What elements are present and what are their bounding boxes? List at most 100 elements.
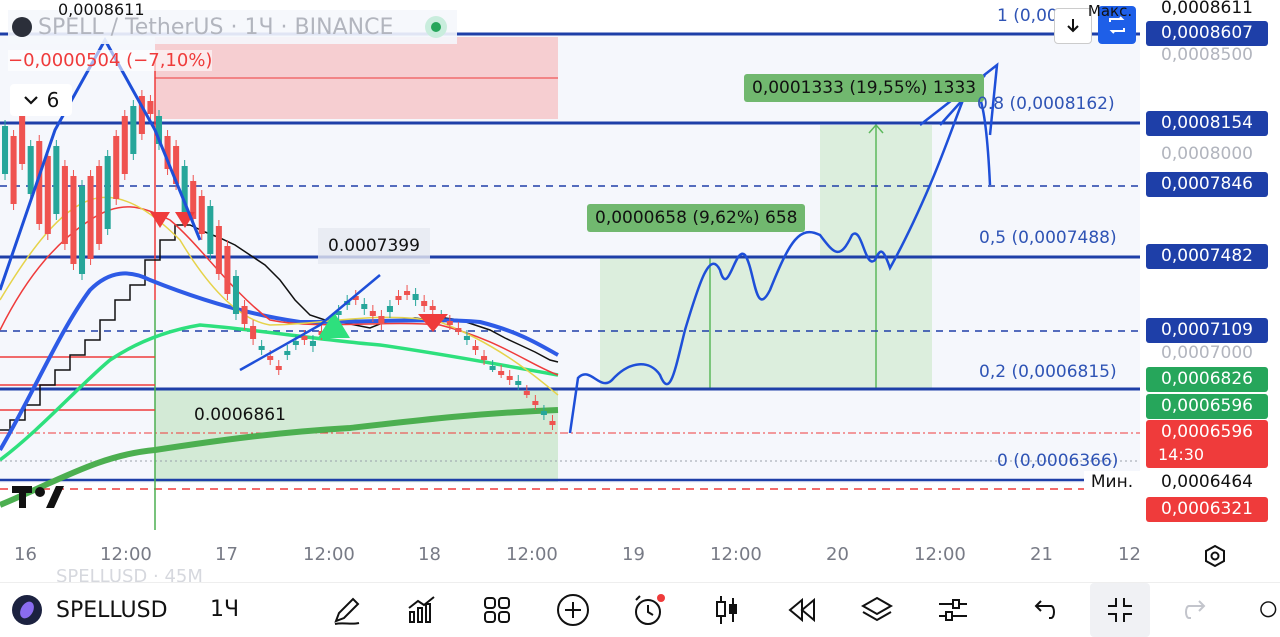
candle-body <box>498 371 505 375</box>
redo-button[interactable] <box>1180 593 1214 627</box>
candle-body <box>198 196 205 234</box>
time-label: 12:00 <box>710 544 762 565</box>
candle-body <box>250 326 257 339</box>
candle-body <box>78 186 86 274</box>
candle-body <box>61 166 68 244</box>
candle-body <box>412 294 419 300</box>
min-label: Мин. <box>1084 471 1140 493</box>
price-0008000: 0,0008000 <box>1161 144 1253 164</box>
candle-body <box>532 401 539 405</box>
price-0008500: 0,0008500 <box>1161 45 1253 65</box>
price-tag-0008607: 0,0008607 <box>1146 21 1268 46</box>
price-tag-0008154: 0,0008154 <box>1146 111 1268 136</box>
candle-body <box>87 176 94 259</box>
time-label: 12:00 <box>100 544 152 565</box>
candle-body <box>369 311 376 316</box>
time-label: 16 <box>14 544 37 565</box>
measure-label-1: 0,0000658 (9,62%) 658 <box>587 204 806 232</box>
candle-body <box>352 296 359 300</box>
scroll-to-latest-button[interactable] <box>1054 8 1092 44</box>
time-label: 12:00 <box>506 544 558 565</box>
candle-body <box>481 356 488 360</box>
price-tag-0006826: 0,0006826 <box>1146 367 1268 392</box>
candle-body <box>404 291 411 295</box>
market-status-icon <box>425 16 448 38</box>
layers-icon <box>860 596 894 622</box>
candle-body <box>173 146 180 184</box>
time-label: 19 <box>622 544 645 565</box>
candle-body <box>549 421 556 425</box>
symbol-logo-icon <box>12 595 42 625</box>
ma-light-green <box>0 323 559 462</box>
candle-body <box>53 146 60 214</box>
symbol-pair-title: SPELL / TetherUS · 1Ч · BINANCE <box>38 14 394 40</box>
candle-body <box>523 391 530 395</box>
indicator-count: 6 <box>46 88 60 112</box>
symbol-selector[interactable]: SPELLUSD <box>12 595 168 625</box>
refresh-icon <box>1109 16 1125 34</box>
note-0007399: 0.0007399 <box>318 228 430 264</box>
time-label: 12 <box>1118 544 1141 565</box>
undo-button[interactable] <box>1026 593 1060 627</box>
candle-body <box>489 366 496 370</box>
drawing-top-wedge <box>919 62 999 136</box>
layouts-button[interactable] <box>480 593 514 627</box>
note-0006861: 0.0006861 <box>194 405 286 425</box>
fib-level-0: 0 (0,0006366) <box>997 451 1119 471</box>
profit-zone <box>155 390 558 482</box>
interval-selector[interactable]: 1Ч <box>210 597 239 622</box>
bar-countdown: 14:30 <box>1158 445 1205 464</box>
object-tree-button[interactable] <box>860 593 894 627</box>
candlesticks <box>2 90 556 430</box>
buy-signal <box>318 312 350 338</box>
settings-icon <box>1205 544 1225 568</box>
candle-body <box>207 206 214 254</box>
more-button[interactable] <box>1258 593 1280 627</box>
chevron-down-icon <box>23 96 38 105</box>
indicators-button[interactable] <box>405 593 439 627</box>
chart-area[interactable]: SPELL / TetherUS · 1Ч · BINANCE 0,000861… <box>0 0 1280 587</box>
price-tag-0007109: 0,0007109 <box>1146 318 1268 343</box>
bottom-toolbar: SPELLUSD 1Ч <box>0 582 1280 637</box>
candle-body <box>2 126 9 174</box>
fullscreen-exit-button[interactable] <box>1090 583 1150 637</box>
candle-body <box>540 411 547 415</box>
toolbar-interval: 1Ч <box>210 597 240 622</box>
drawing-tool-button[interactable] <box>330 593 364 627</box>
axis-settings-button[interactable] <box>1200 542 1230 570</box>
chart-type-button[interactable] <box>710 593 744 627</box>
auto-scale-button[interactable] <box>1098 6 1136 44</box>
ma-dark-green <box>0 407 559 508</box>
price-tag-current: 0,0006596 14:30 <box>1146 420 1268 468</box>
candle-body <box>19 116 26 164</box>
candle-body <box>429 306 436 310</box>
grid-icon <box>484 597 510 623</box>
candle-body <box>155 116 163 144</box>
candle-body <box>386 306 393 312</box>
add-button[interactable] <box>556 593 590 627</box>
alerts-button[interactable] <box>632 593 666 627</box>
drawing-triangle <box>239 274 381 372</box>
symbol-header[interactable]: SPELL / TetherUS · 1Ч · BINANCE <box>8 10 458 44</box>
price-tag-0007846: 0,0007846 <box>1146 172 1268 197</box>
candle-body <box>96 166 103 244</box>
time-label: 12:00 <box>303 544 355 565</box>
candle-body <box>258 346 265 350</box>
price-0007000: 0,0007000 <box>1161 343 1253 363</box>
candle-body <box>164 136 171 169</box>
candle-body <box>241 306 248 324</box>
candle-body <box>113 136 120 199</box>
candle-body <box>44 156 51 234</box>
indicator-toggle[interactable]: 6 <box>10 84 72 116</box>
candle-body <box>36 141 43 224</box>
candle-body <box>10 136 17 204</box>
price-0008611: 0,0008611 <box>1161 0 1253 18</box>
replay-button[interactable] <box>785 593 819 627</box>
price-tag-0007482: 0,0007482 <box>1146 244 1268 269</box>
chart-settings-button[interactable] <box>936 593 970 627</box>
time-label: 12:00 <box>914 544 966 565</box>
candle-body <box>70 176 77 264</box>
time-axis[interactable] <box>0 540 1280 582</box>
candle-body <box>292 341 299 345</box>
candle-body <box>309 341 316 346</box>
